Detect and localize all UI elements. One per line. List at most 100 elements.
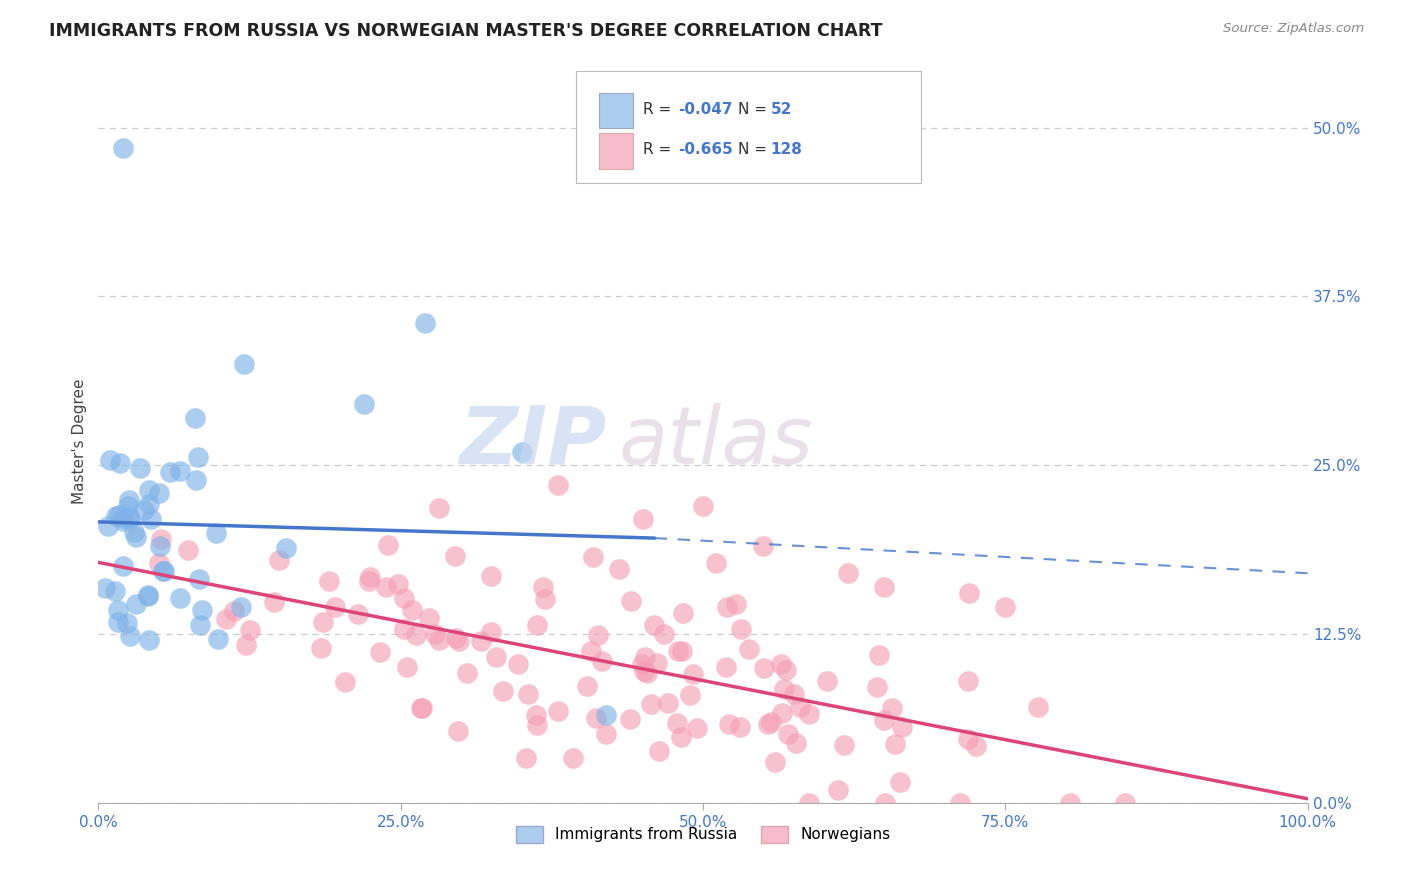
- Text: -0.665: -0.665: [678, 143, 733, 157]
- Point: [177, 543, 200, 558]
- Text: 52: 52: [770, 103, 792, 117]
- Point: [169, 464, 191, 478]
- Point: [447, 633, 470, 648]
- Point: [817, 674, 839, 689]
- Point: [873, 580, 896, 594]
- Point: [562, 751, 585, 765]
- Text: R =: R =: [643, 143, 676, 157]
- Point: [730, 622, 752, 636]
- Point: [112, 515, 135, 529]
- Point: [576, 679, 599, 693]
- Point: [873, 714, 896, 728]
- Point: [98, 453, 121, 467]
- Point: [235, 638, 257, 652]
- Point: [107, 603, 129, 617]
- Point: [427, 500, 450, 515]
- Point: [309, 640, 332, 655]
- Point: [515, 751, 537, 765]
- Point: [405, 628, 427, 642]
- Point: [188, 617, 211, 632]
- Point: [149, 539, 172, 553]
- Point: [492, 684, 515, 698]
- Point: [413, 317, 436, 331]
- Point: [111, 141, 134, 155]
- Point: [884, 737, 907, 751]
- Point: [423, 627, 446, 641]
- Point: [191, 603, 214, 617]
- Point: [108, 456, 131, 470]
- Point: [1114, 796, 1136, 810]
- Point: [783, 687, 806, 701]
- Point: [591, 654, 613, 668]
- Point: [648, 744, 671, 758]
- Point: [526, 618, 548, 632]
- Point: [789, 700, 811, 714]
- Point: [770, 706, 793, 720]
- Point: [169, 591, 191, 606]
- Text: -0.047: -0.047: [678, 103, 733, 117]
- Point: [187, 450, 209, 464]
- Point: [1026, 700, 1049, 714]
- Point: [105, 509, 128, 524]
- Point: [117, 499, 139, 513]
- Point: [377, 538, 399, 552]
- Point: [267, 552, 290, 566]
- Point: [773, 681, 796, 696]
- Point: [411, 701, 433, 715]
- Point: [654, 626, 676, 640]
- Point: [672, 606, 695, 620]
- Point: [274, 541, 297, 555]
- Point: [138, 483, 160, 498]
- Point: [957, 732, 980, 747]
- Point: [335, 674, 357, 689]
- Point: [957, 586, 980, 600]
- Point: [547, 478, 569, 492]
- Point: [148, 556, 170, 570]
- Point: [517, 687, 540, 701]
- Point: [411, 701, 433, 715]
- Point: [633, 664, 655, 678]
- Point: [630, 657, 652, 671]
- Point: [359, 570, 381, 584]
- Point: [125, 530, 148, 544]
- Point: [657, 696, 679, 710]
- Point: [949, 796, 972, 810]
- Point: [692, 499, 714, 513]
- Y-axis label: Master's Degree: Master's Degree: [72, 379, 87, 504]
- Point: [510, 444, 533, 458]
- Point: [138, 632, 160, 647]
- Point: [585, 711, 607, 725]
- Point: [994, 599, 1017, 614]
- Text: atlas: atlas: [619, 402, 813, 481]
- Point: [447, 723, 470, 738]
- Point: [318, 574, 340, 589]
- Text: N =: N =: [738, 103, 772, 117]
- Point: [108, 508, 131, 523]
- Point: [716, 600, 738, 615]
- Text: IMMIGRANTS FROM RUSSIA VS NORWEGIAN MASTER'S DEGREE CORRELATION CHART: IMMIGRANTS FROM RUSSIA VS NORWEGIAN MAST…: [49, 22, 883, 40]
- Point: [118, 512, 141, 526]
- Text: R =: R =: [643, 103, 676, 117]
- Point: [444, 549, 467, 563]
- Point: [215, 612, 238, 626]
- Point: [865, 680, 887, 694]
- Point: [595, 726, 617, 740]
- Point: [873, 796, 896, 810]
- Point: [263, 595, 285, 609]
- Point: [104, 583, 127, 598]
- Point: [136, 589, 159, 603]
- Point: [347, 607, 370, 621]
- Point: [401, 603, 423, 617]
- Point: [965, 739, 987, 753]
- Text: N =: N =: [738, 143, 772, 157]
- Point: [582, 550, 605, 565]
- Point: [797, 796, 820, 810]
- Point: [485, 649, 508, 664]
- Point: [827, 782, 849, 797]
- Point: [770, 657, 793, 671]
- Point: [738, 642, 761, 657]
- Point: [150, 532, 173, 546]
- Point: [394, 623, 416, 637]
- Point: [138, 497, 160, 511]
- Point: [152, 564, 174, 578]
